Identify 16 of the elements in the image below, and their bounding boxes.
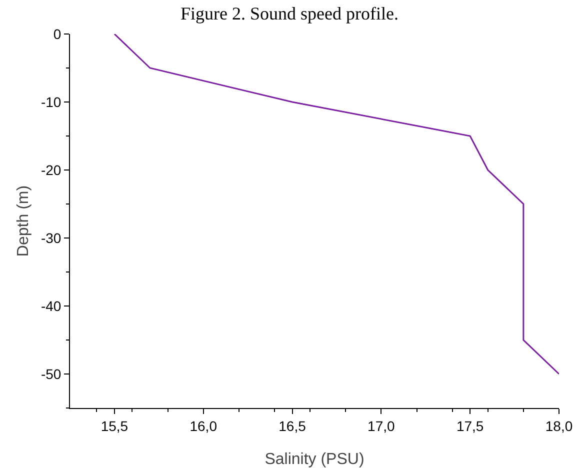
x-tick-label: 18,0	[545, 418, 573, 434]
y-tick-label: -10	[40, 94, 62, 110]
y-tick-label: 0	[53, 26, 62, 42]
x-tick-label: 15,5	[100, 418, 128, 434]
y-tick-label: -50	[40, 366, 62, 382]
chart-title: Figure 2. Sound speed profile.	[180, 4, 398, 24]
x-tick-label: 17,0	[368, 418, 396, 434]
x-tick-label: 16,5	[278, 418, 306, 434]
y-axis-title: Depth (m)	[15, 185, 32, 257]
x-tick-label: 16,0	[190, 418, 218, 434]
y-tick-label: -40	[40, 298, 62, 314]
y-tick-label: -30	[40, 230, 62, 246]
x-axis-title: Salinity (PSU)	[264, 451, 364, 468]
y-tick-label: -20	[40, 162, 62, 178]
line-series	[114, 34, 559, 375]
x-tick-label: 17,5	[456, 418, 484, 434]
